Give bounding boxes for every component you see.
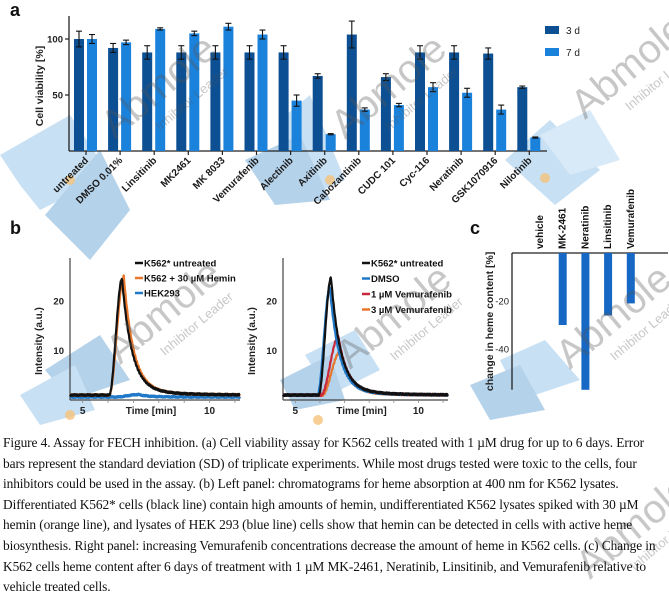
series-line: [69, 277, 241, 398]
bar-7d: [496, 109, 507, 151]
panel-label-a: a: [10, 0, 21, 20]
y-tick-label: 10: [266, 346, 277, 357]
series-line: [282, 334, 450, 398]
y-tick-label: -40: [495, 345, 509, 356]
x-tick-label: 10: [413, 406, 425, 417]
bar: [581, 253, 590, 390]
y-axis-label: Intensity (a.u.): [34, 307, 45, 375]
y-axis-label: change in heme content [%]: [484, 252, 496, 391]
bar-7d: [291, 100, 302, 151]
bar-7d: [87, 39, 97, 151]
bar-3d: [244, 52, 255, 151]
bar-7d: [325, 134, 336, 151]
panel-b-right-chromatogram: 10 20 5 10 Time [min] Intensity (a.u.) K562* u…: [247, 258, 452, 417]
bar-3d: [380, 77, 391, 151]
bar-3d: [74, 39, 84, 151]
panel-label-b: b: [10, 218, 21, 238]
legend-label: 1 µM Vemurafenib: [371, 290, 452, 301]
category-label: vehicle: [535, 215, 546, 249]
bar-3d: [483, 53, 494, 152]
bar-7d: [155, 28, 166, 152]
bar-3d: [517, 87, 528, 151]
legend-swatch: [545, 26, 559, 34]
x-tick-label: Alectinib: [258, 155, 296, 193]
bar-7d: [530, 137, 541, 151]
legend-label: 3 µM Vemurafenib: [371, 305, 452, 316]
category-label: Linsitinib: [603, 205, 614, 249]
legend-label: K562* untreated: [144, 259, 217, 270]
x-tick-label: Linsitinib: [120, 155, 159, 194]
x-tick-label: 5: [80, 406, 86, 417]
legend-label: DMSO: [371, 274, 400, 285]
legend-label: K562* untreated: [371, 259, 444, 270]
legend-label: 7 d: [566, 48, 580, 59]
series-line: [69, 392, 242, 400]
y-tick-label: 20: [53, 297, 64, 308]
x-tick-label: 10: [204, 406, 216, 417]
x-axis-label: Time [min]: [126, 406, 176, 417]
category-label: MK-2461: [558, 207, 569, 249]
y-tick-label: -20: [495, 297, 509, 308]
bar-3d: [312, 75, 323, 151]
y-tick-label: 100: [47, 35, 63, 46]
bar-7d: [393, 105, 404, 151]
panel-label-c: c: [470, 218, 481, 238]
y-tick-label: 10: [53, 346, 64, 357]
legend-label: HEK293: [144, 289, 180, 300]
y-tick-label: 50: [52, 91, 63, 102]
bar-3d: [210, 52, 221, 151]
bar: [626, 253, 635, 304]
bar-7d: [428, 87, 438, 151]
bar-7d: [189, 33, 200, 151]
bar-7d: [257, 34, 268, 151]
bar-7d: [121, 42, 132, 151]
bar-3d: [278, 52, 289, 151]
legend-label: 3 d: [566, 26, 580, 37]
bar-7d: [462, 92, 473, 151]
x-tick-label: Nilotinib: [498, 155, 534, 191]
bar-7d: [359, 109, 370, 151]
bar-3d: [142, 52, 153, 151]
bar: [558, 253, 567, 325]
bar: [604, 253, 613, 316]
y-axis-label: Cell viability [%]: [34, 46, 46, 127]
x-tick-label: Axitinib: [296, 155, 330, 189]
x-axis-label: Time [min]: [336, 406, 386, 417]
bar-3d: [108, 47, 119, 151]
bar-3d: [346, 34, 357, 151]
y-axis-label: Intensity (a.u.): [247, 307, 258, 375]
legend-label: K562 + 30 µM Hemin: [144, 274, 236, 285]
bar-3d: [415, 52, 425, 151]
x-tick-label: CUDC 101: [356, 155, 398, 197]
series-line: [282, 286, 449, 398]
legend-swatch: [545, 48, 559, 56]
y-tick-label: 20: [266, 297, 277, 308]
figure-caption: Figure 4. Assay for FECH inhibition. (a)…: [3, 435, 656, 595]
series-line: [282, 276, 449, 398]
category-label: Neratinib: [580, 206, 591, 249]
x-tick-label: MK2461: [159, 155, 194, 190]
bar-7d: [223, 26, 234, 151]
bar-3d: [449, 52, 460, 151]
x-tick-label: Cyc-116: [398, 155, 433, 190]
category-label: Vemurafenib: [626, 189, 637, 249]
bar-3d: [176, 52, 187, 151]
panel-b-left-chromatogram: 10 20 5 10 Time [min] Intensity (a.u.) K562* u…: [34, 258, 242, 417]
x-tick-label: 5: [293, 406, 299, 417]
